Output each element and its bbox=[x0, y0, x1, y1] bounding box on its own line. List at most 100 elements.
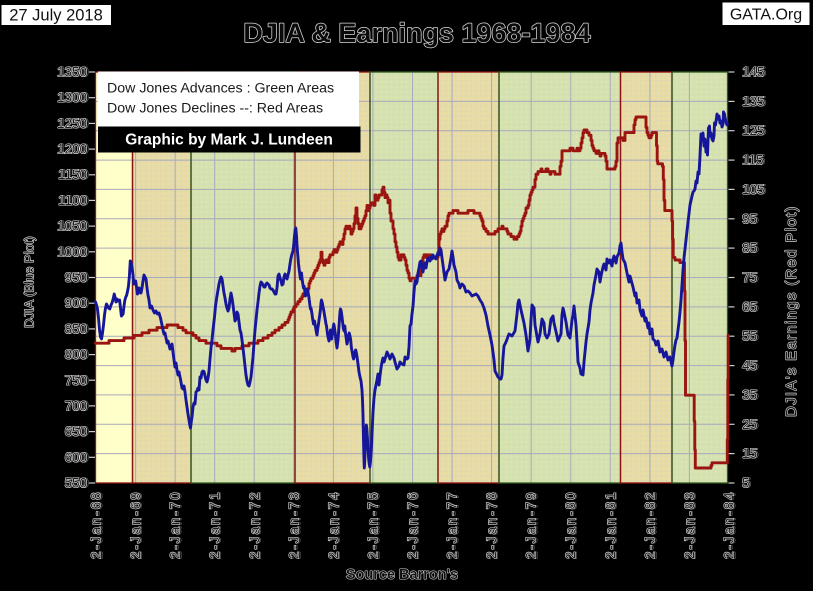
svg-text:800: 800 bbox=[66, 347, 89, 362]
svg-text:1150: 1150 bbox=[58, 167, 87, 182]
svg-text:25: 25 bbox=[744, 417, 759, 432]
svg-text:950: 950 bbox=[66, 270, 89, 285]
svg-text:2-Jan-84: 2-Jan-84 bbox=[723, 491, 738, 559]
svg-text:2-Jan-80: 2-Jan-80 bbox=[563, 491, 578, 559]
svg-text:45: 45 bbox=[742, 358, 757, 373]
svg-text:145: 145 bbox=[742, 65, 765, 80]
svg-text:1200: 1200 bbox=[59, 142, 89, 157]
svg-text:105: 105 bbox=[744, 182, 767, 197]
svg-text:2-Jan-75: 2-Jan-75 bbox=[365, 491, 380, 559]
svg-text:2-Jan-77: 2-Jan-77 bbox=[446, 491, 461, 559]
svg-text:1050: 1050 bbox=[57, 219, 87, 234]
svg-text:2-Jan-81: 2-Jan-81 bbox=[603, 491, 618, 559]
svg-text:800: 800 bbox=[64, 347, 87, 362]
svg-text:2-Jan-79: 2-Jan-79 bbox=[524, 491, 539, 559]
svg-text:1000: 1000 bbox=[57, 244, 87, 259]
svg-text:2-Jan-82: 2-Jan-82 bbox=[644, 491, 659, 559]
svg-text:2-Jan-68: 2-Jan-68 bbox=[90, 491, 105, 559]
svg-text:105: 105 bbox=[742, 182, 765, 197]
svg-text:2-Jan-78: 2-Jan-78 bbox=[484, 491, 499, 559]
svg-text:2-Jan-74: 2-Jan-74 bbox=[327, 491, 342, 559]
svg-text:2-Jan-83: 2-Jan-83 bbox=[683, 491, 698, 559]
svg-text:55: 55 bbox=[742, 329, 757, 344]
svg-text:2-Jan-76: 2-Jan-76 bbox=[405, 491, 420, 559]
svg-text:135: 135 bbox=[742, 94, 765, 109]
svg-text:DJIA & Earnings 1968-1984: DJIA & Earnings 1968-1984 bbox=[243, 18, 590, 48]
svg-text:600: 600 bbox=[64, 450, 87, 465]
svg-text:750: 750 bbox=[66, 373, 89, 388]
svg-text:1000: 1000 bbox=[59, 244, 89, 259]
svg-text:900: 900 bbox=[64, 296, 87, 311]
svg-text:65: 65 bbox=[742, 299, 757, 314]
svg-text:95: 95 bbox=[744, 211, 759, 226]
svg-text:2-Jan-73: 2-Jan-73 bbox=[286, 491, 301, 559]
svg-text:Dow Jones Advances : Green Are: Dow Jones Advances : Green Areas bbox=[107, 81, 334, 97]
svg-text:2-Jan-81: 2-Jan-81 bbox=[604, 491, 619, 559]
svg-text:DJIA (Blue Plot): DJIA (Blue Plot) bbox=[22, 236, 37, 328]
svg-text:75: 75 bbox=[744, 270, 759, 285]
svg-text:5: 5 bbox=[742, 476, 750, 491]
svg-text:2-Jan-74: 2-Jan-74 bbox=[326, 491, 341, 559]
svg-text:27 July 2018: 27 July 2018 bbox=[9, 7, 103, 25]
svg-text:850: 850 bbox=[64, 321, 87, 336]
svg-text:1150: 1150 bbox=[60, 167, 89, 182]
svg-text:Dow Jones Declines --: Red Ar: Dow Jones Declines --: Red Areas bbox=[107, 101, 323, 117]
svg-text:85: 85 bbox=[744, 241, 759, 256]
svg-text:2-Jan-68: 2-Jan-68 bbox=[89, 491, 104, 559]
svg-text:2-Jan-76: 2-Jan-76 bbox=[407, 491, 422, 559]
svg-text:115: 115 bbox=[742, 153, 764, 168]
svg-text:95: 95 bbox=[742, 211, 757, 226]
svg-text:125: 125 bbox=[742, 123, 765, 138]
svg-text:2-Jan-77: 2-Jan-77 bbox=[445, 491, 460, 559]
svg-text:1200: 1200 bbox=[57, 142, 87, 157]
svg-text:950: 950 bbox=[64, 270, 87, 285]
svg-text:2-Jan-69: 2-Jan-69 bbox=[130, 491, 145, 559]
svg-text:2-Jan-79: 2-Jan-79 bbox=[525, 491, 540, 559]
svg-text:55: 55 bbox=[744, 329, 759, 344]
svg-text:Graphic by Mark J. Lundeen: Graphic by Mark J. Lundeen bbox=[125, 132, 333, 149]
svg-text:850: 850 bbox=[66, 321, 89, 336]
svg-text:2-Jan-70: 2-Jan-70 bbox=[168, 491, 183, 559]
svg-text:135: 135 bbox=[744, 94, 767, 109]
svg-text:45: 45 bbox=[744, 358, 759, 373]
svg-text:2-Jan-73: 2-Jan-73 bbox=[288, 491, 303, 559]
svg-text:15: 15 bbox=[744, 446, 759, 461]
svg-text:125: 125 bbox=[744, 123, 767, 138]
svg-text:650: 650 bbox=[64, 424, 87, 439]
svg-text:GATA.Org: GATA.Org bbox=[730, 7, 802, 24]
svg-text:35: 35 bbox=[742, 387, 757, 402]
svg-text:2-Jan-72: 2-Jan-72 bbox=[248, 491, 263, 559]
svg-text:750: 750 bbox=[64, 373, 87, 388]
svg-text:2-Jan-69: 2-Jan-69 bbox=[128, 491, 143, 559]
svg-text:2-Jan-70: 2-Jan-70 bbox=[169, 491, 184, 559]
svg-text:2-Jan-83: 2-Jan-83 bbox=[682, 491, 697, 559]
svg-text:2-Jan-72: 2-Jan-72 bbox=[247, 491, 262, 559]
svg-text:DJIA's Earnings (Red Plot): DJIA's Earnings (Red Plot) bbox=[783, 205, 800, 417]
svg-text:1250: 1250 bbox=[59, 116, 89, 131]
svg-text:1300: 1300 bbox=[59, 90, 89, 105]
svg-text:900: 900 bbox=[66, 296, 89, 311]
svg-text:2-Jan-71: 2-Jan-71 bbox=[209, 491, 224, 559]
svg-text:2-Jan-80: 2-Jan-80 bbox=[565, 491, 580, 559]
svg-text:75: 75 bbox=[742, 270, 757, 285]
svg-text:1250: 1250 bbox=[57, 116, 87, 131]
svg-text:2-Jan-71: 2-Jan-71 bbox=[207, 491, 222, 559]
svg-text:2-Jan-75: 2-Jan-75 bbox=[367, 491, 382, 559]
svg-text:2-Jan-84: 2-Jan-84 bbox=[722, 491, 737, 559]
svg-text:550: 550 bbox=[64, 476, 87, 491]
svg-text:5: 5 bbox=[744, 476, 752, 491]
svg-text:1100: 1100 bbox=[60, 193, 89, 208]
svg-text:1300: 1300 bbox=[57, 90, 87, 105]
svg-text:550: 550 bbox=[66, 476, 89, 491]
svg-text:25: 25 bbox=[742, 417, 757, 432]
svg-text:700: 700 bbox=[64, 398, 87, 413]
svg-text:700: 700 bbox=[66, 398, 89, 413]
svg-text:65: 65 bbox=[744, 299, 759, 314]
svg-text:650: 650 bbox=[66, 424, 89, 439]
svg-text:35: 35 bbox=[744, 387, 759, 402]
svg-text:600: 600 bbox=[66, 450, 89, 465]
svg-text:1350: 1350 bbox=[57, 65, 87, 80]
svg-text:1050: 1050 bbox=[59, 219, 89, 234]
svg-text:1100: 1100 bbox=[58, 193, 87, 208]
svg-text:Source Barron's: Source Barron's bbox=[346, 567, 458, 583]
